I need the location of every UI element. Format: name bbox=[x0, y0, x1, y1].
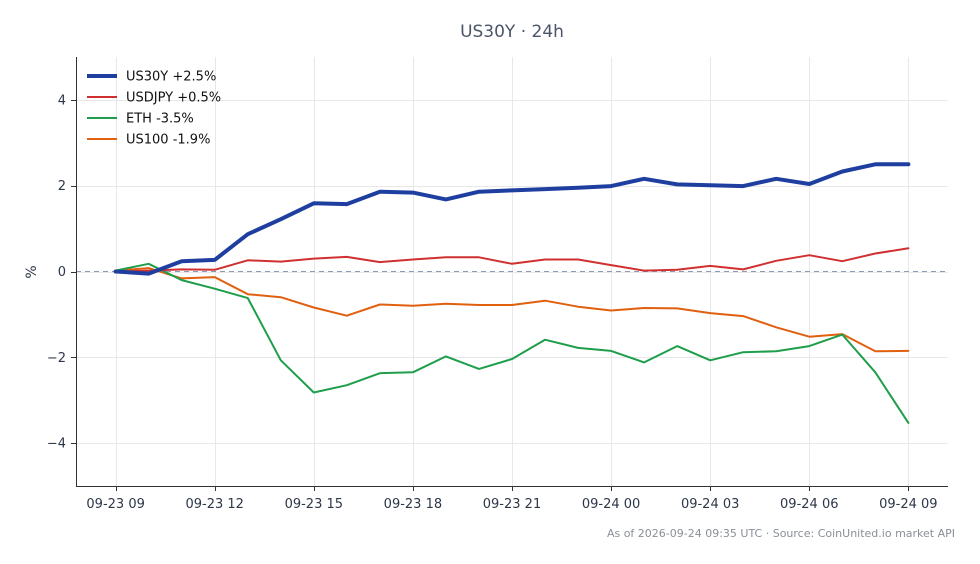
y-tick-label: −2 bbox=[47, 351, 66, 366]
x-tick-label: 09-24 00 bbox=[582, 497, 640, 512]
series-line-1 bbox=[114, 247, 910, 273]
x-tick-label: 09-23 09 bbox=[86, 497, 144, 512]
chart-title: US30Y · 24h bbox=[460, 22, 564, 42]
x-tick-label: 09-24 09 bbox=[879, 497, 937, 512]
y-tick-label: 2 bbox=[58, 179, 66, 194]
ticks: 09-23 09 09-23 12 09-23 15 09-23 18 09-23 21… bbox=[47, 93, 938, 512]
x-tick-label: 09-24 06 bbox=[780, 497, 838, 512]
series-line-3 bbox=[114, 267, 910, 353]
series-line-0 bbox=[113, 162, 911, 276]
x-tick-label: 09-23 15 bbox=[285, 497, 343, 512]
series-line-2 bbox=[114, 262, 910, 424]
x-tick-label: 09-23 18 bbox=[384, 497, 442, 512]
x-tick-label: 09-24 03 bbox=[681, 497, 739, 512]
x-tick-label: 09-23 12 bbox=[186, 497, 244, 512]
legend-label: US30Y +2.5% bbox=[126, 70, 216, 85]
legend-label: USDJPY +0.5% bbox=[126, 91, 221, 106]
y-axis-label: % bbox=[24, 265, 40, 278]
footer-source: As of 2026-09-24 09:35 UTC · Source: Coi… bbox=[607, 527, 955, 540]
x-tick-label: 09-23 21 bbox=[483, 497, 541, 512]
y-tick-label: −4 bbox=[47, 437, 66, 452]
y-tick-label: 0 bbox=[58, 265, 66, 280]
legend-label: ETH -3.5% bbox=[126, 112, 194, 127]
y-tick-label: 4 bbox=[58, 93, 66, 108]
series-lines bbox=[113, 162, 911, 424]
legend-label: US100 -1.9% bbox=[126, 133, 210, 148]
legend: US30Y +2.5% USDJPY +0.5% ETH -3.5% US100 -1… bbox=[87, 70, 221, 148]
